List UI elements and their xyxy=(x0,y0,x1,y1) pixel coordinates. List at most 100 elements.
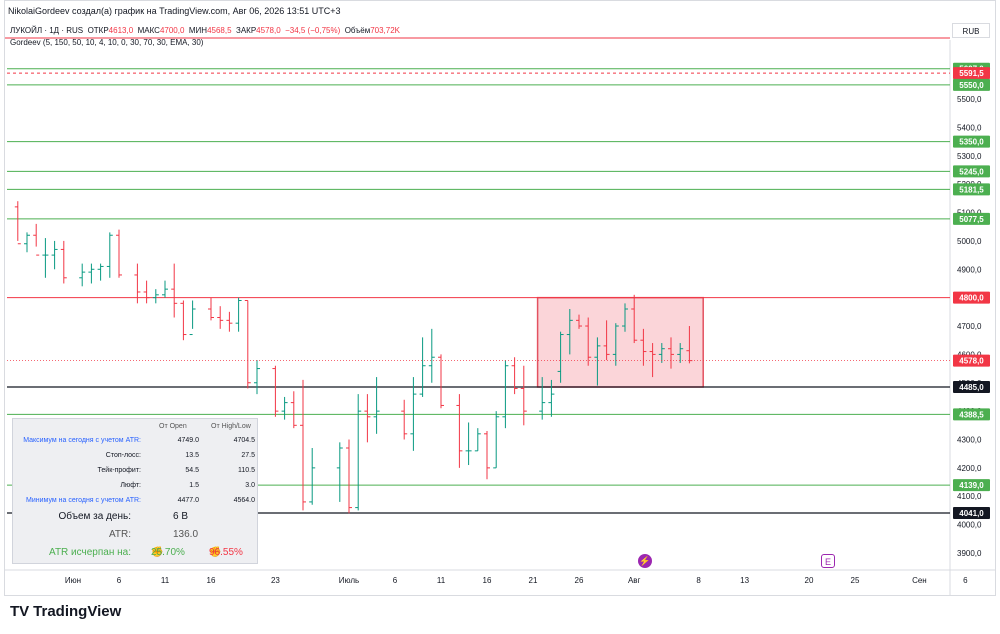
low-value: 4568,5 xyxy=(207,26,232,35)
close-label: ЗАКР xyxy=(236,26,257,35)
flex-arm-icon-2: ✊ xyxy=(209,547,222,558)
level-tag-bg xyxy=(953,291,990,304)
level-tag-label: 5591,5 xyxy=(959,69,984,78)
level-tag-label: 4388,5 xyxy=(959,410,984,419)
stats-row-label: Стоп-лосс: xyxy=(105,452,141,459)
stats-row: Тейк-профит: 54.5 110.5 xyxy=(13,467,259,481)
level-tag-label: 4041,0 xyxy=(959,509,984,518)
level-tag-label: 5350,0 xyxy=(959,138,984,147)
level-tag-bg xyxy=(953,506,990,519)
indicator-legend[interactable]: Gordeev (5, 150, 50, 10, 4, 10, 0, 30, 7… xyxy=(10,38,204,47)
x-tick-label: 11 xyxy=(161,576,170,585)
level-tag-label: 4139,0 xyxy=(959,481,984,490)
x-tick-label: 23 xyxy=(271,576,280,585)
y-tick-label: 3900,0 xyxy=(957,549,982,558)
stats-row-hl: 4704.5 xyxy=(233,437,255,444)
open-value: 4613,0 xyxy=(108,26,134,35)
stats-row: Стоп-лосс: 13.5 27.5 xyxy=(13,452,259,466)
y-tick-label: 5300,0 xyxy=(957,152,982,161)
x-tick-label: Авг xyxy=(628,576,641,585)
x-tick-label: Июль xyxy=(339,576,359,585)
level-tag-label: 4485,0 xyxy=(959,383,984,392)
stats-row-open: 13.5 xyxy=(185,452,199,459)
stats-row-open: 54.5 xyxy=(185,467,199,474)
tradingview-logo[interactable]: TV TradingView xyxy=(10,603,121,620)
logo-text: TradingView xyxy=(33,603,122,620)
atr-exhausted-1-value: 25.70% xyxy=(151,547,185,558)
level-tag-bg xyxy=(953,67,990,80)
y-tick-label: 4200,0 xyxy=(957,464,982,473)
level-tag-bg xyxy=(953,78,990,91)
level-tag-label: 5550,0 xyxy=(959,81,984,90)
earnings-event-icon[interactable]: E xyxy=(821,554,835,568)
stats-row: Люфт: 1.5 3.0 xyxy=(13,482,259,496)
tv-logo-icon: TV xyxy=(10,603,30,620)
y-tick-label: 5000,0 xyxy=(957,237,982,246)
volume-label: Объём xyxy=(344,26,371,35)
stats-row-label: Минимум на сегодня с учетом ATR: xyxy=(26,497,141,504)
x-tick-label: 21 xyxy=(529,576,538,585)
x-tick-label: 6 xyxy=(393,576,398,585)
x-tick-label: Сен xyxy=(912,576,927,585)
stats-row-open: 4477.0 xyxy=(177,497,199,504)
level-tag-label: 4800,0 xyxy=(959,294,984,303)
summary-block: Объем за день: 6 B ATR: 136.0 ATR исчерп… xyxy=(13,507,259,563)
atr-exhausted-2-value: 96.55% xyxy=(209,547,243,558)
x-tick-label: 26 xyxy=(575,576,584,585)
last-price-tag-bg xyxy=(953,354,990,367)
low-label: МИН xyxy=(188,26,208,35)
stats-row-label: Максимум на сегодня с учетом ATR: xyxy=(23,437,141,444)
volume-day-value: 6 B xyxy=(173,511,189,522)
high-label: МАКС xyxy=(137,26,160,35)
high-value: 4700,0 xyxy=(159,26,185,35)
y-tick-label: 4100,0 xyxy=(957,492,982,501)
lightning-event-icon[interactable]: ⚡ xyxy=(638,554,652,568)
last-price-tag-label: 4578,0 xyxy=(959,357,984,366)
stats-row: Минимум на сегодня с учетом ATR: 4477.0 45… xyxy=(13,497,259,511)
stats-panel: От Open От High/Low Максимум на сегодня … xyxy=(12,418,258,564)
price-chart[interactable]: 5500,05400,05300,05200,05100,05000,04900… xyxy=(0,0,1000,596)
col-open-header: От Open xyxy=(159,423,187,430)
x-tick-label: 25 xyxy=(851,576,860,585)
x-tick-label: 16 xyxy=(207,576,216,585)
col-hl-header: От High/Low xyxy=(211,423,251,430)
stats-row-hl: 110.5 xyxy=(238,467,255,474)
chart-frame xyxy=(4,0,996,596)
atr-value: 136.0 xyxy=(173,529,199,540)
volume-value: 703,72K xyxy=(370,26,401,35)
atr-exhausted-label: ATR исчерпан на: xyxy=(49,547,131,558)
stats-row-open: 1.5 xyxy=(189,482,199,489)
level-tag-bg xyxy=(953,408,990,421)
currency-button[interactable]: RUB xyxy=(952,23,990,38)
open-label: ОТКР xyxy=(87,26,109,35)
level-tag-bg xyxy=(953,183,990,196)
x-tick-label: 13 xyxy=(740,576,749,585)
level-tag-bg xyxy=(953,135,990,148)
y-tick-label: 4000,0 xyxy=(957,521,982,530)
change-value: −34,5 (−0,75%) xyxy=(285,26,341,35)
stats-row-label: Тейк-профит: xyxy=(97,467,141,474)
x-tick-label: 6 xyxy=(117,576,122,585)
stats-row-label: Люфт: xyxy=(120,482,141,489)
level-tag-label: 5245,0 xyxy=(959,167,984,176)
level-tag-bg xyxy=(953,165,990,178)
level-tag-bg xyxy=(953,212,990,225)
range-box xyxy=(536,296,704,388)
x-tick-label: 6 xyxy=(963,576,968,585)
y-tick-label: 4300,0 xyxy=(957,436,982,445)
stats-row-open: 4749.0 xyxy=(177,437,199,444)
stats-row: Максимум на сегодня с учетом ATR: 4749.0 4… xyxy=(13,437,259,451)
y-tick-label: 4900,0 xyxy=(957,265,982,274)
level-tag-bg xyxy=(953,381,990,394)
atr-label: ATR: xyxy=(108,529,131,540)
volume-day-label: Объем за день: xyxy=(58,511,131,522)
symbol-legend: ЛУКОЙЛ · 1Д · RUS ОТКР4613,0 МАКС4700,0 … xyxy=(10,26,400,35)
x-tick-label: Июн xyxy=(65,576,81,585)
x-tick-label: 11 xyxy=(437,576,446,585)
x-tick-label: 20 xyxy=(805,576,814,585)
symbol-name[interactable]: ЛУКОЙЛ · 1Д · RUS xyxy=(10,26,84,35)
level-tag-label: 5181,5 xyxy=(959,185,984,194)
author-line: NikolaiGordeev создал(а) график на Tradi… xyxy=(8,6,341,16)
y-tick-label: 5500,0 xyxy=(957,95,982,104)
y-tick-label: 5400,0 xyxy=(957,123,982,132)
